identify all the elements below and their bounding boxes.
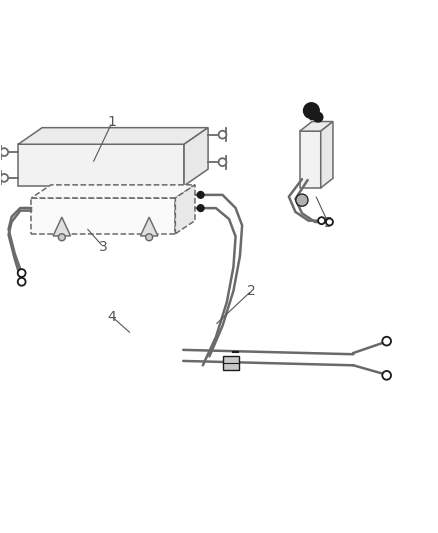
Bar: [223, 356, 239, 370]
Circle shape: [197, 205, 204, 212]
Circle shape: [382, 371, 391, 379]
Text: 2: 2: [247, 284, 256, 297]
Circle shape: [0, 148, 8, 156]
Polygon shape: [321, 122, 333, 188]
Circle shape: [304, 103, 319, 118]
Polygon shape: [31, 185, 195, 198]
Polygon shape: [18, 144, 184, 185]
Text: 5: 5: [324, 216, 332, 230]
Circle shape: [296, 194, 308, 206]
Circle shape: [58, 234, 65, 241]
Circle shape: [318, 217, 325, 224]
Circle shape: [219, 131, 226, 139]
Polygon shape: [184, 128, 208, 185]
Text: 1: 1: [108, 116, 117, 130]
Text: 3: 3: [99, 240, 108, 254]
Circle shape: [146, 234, 152, 241]
Circle shape: [18, 269, 25, 277]
Polygon shape: [31, 198, 175, 234]
Circle shape: [313, 112, 323, 122]
Circle shape: [0, 174, 8, 182]
Circle shape: [219, 158, 226, 166]
Circle shape: [326, 219, 333, 225]
Polygon shape: [53, 217, 71, 236]
Polygon shape: [18, 128, 208, 144]
Polygon shape: [300, 122, 333, 131]
Circle shape: [197, 191, 204, 198]
Polygon shape: [175, 185, 195, 234]
Circle shape: [18, 278, 25, 286]
Polygon shape: [300, 131, 321, 188]
Polygon shape: [141, 217, 158, 236]
Circle shape: [382, 337, 391, 345]
Text: 4: 4: [108, 310, 117, 324]
